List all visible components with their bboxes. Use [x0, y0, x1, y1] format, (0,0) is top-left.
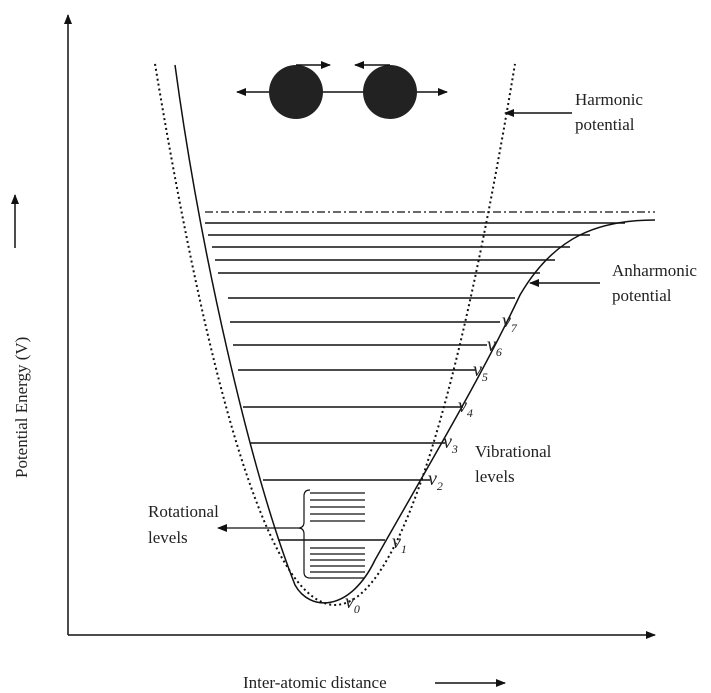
level-label: v1: [392, 531, 407, 556]
level-symbol: v: [502, 310, 511, 332]
rotational-bracket: [218, 490, 310, 578]
harmonic-curve: [155, 64, 515, 605]
level-symbol: v: [392, 531, 401, 553]
diagram: Harmonic potential Anharmonic potential …: [0, 0, 711, 693]
level-subscript: 6: [496, 345, 502, 359]
level-symbol: v: [428, 468, 437, 490]
level-symbol: v: [345, 591, 354, 613]
level-subscript: 2: [437, 479, 443, 493]
vibrational-label: levels: [475, 467, 515, 486]
level-subscript: 7: [511, 321, 518, 335]
molecule: [15, 65, 600, 683]
level-subscript: 4: [467, 406, 473, 420]
harmonic-label: potential: [575, 115, 635, 134]
anharmonic-label: Anharmonic: [612, 261, 697, 280]
vibrational-label: Vibrational: [475, 442, 552, 461]
level-label: v0: [345, 591, 360, 616]
energy-levels: [205, 223, 625, 540]
x-axis-label: Inter-atomic distance: [243, 673, 387, 692]
level-label: v4: [458, 395, 473, 420]
level-label: v2: [428, 468, 443, 493]
y-axis-label: Potential Energy (V): [12, 337, 31, 478]
rotational-label: Rotational: [148, 502, 219, 521]
level-subscript: 5: [482, 370, 488, 384]
rotational-label: levels: [148, 528, 188, 547]
level-subscript: 3: [451, 442, 458, 456]
level-symbol: v: [458, 395, 467, 417]
level-symbol: v: [473, 359, 482, 381]
level-symbol: v: [443, 431, 452, 453]
level-symbol: v: [487, 334, 496, 356]
rotational-levels: [310, 493, 365, 578]
anharmonic-label: potential: [612, 286, 672, 305]
level-label: v7: [502, 310, 518, 335]
level-subscript: 0: [354, 602, 360, 616]
anharmonic-curve: [175, 65, 655, 603]
harmonic-label: Harmonic: [575, 90, 643, 109]
level-label: v3: [443, 431, 458, 456]
level-subscript: 1: [401, 542, 407, 556]
